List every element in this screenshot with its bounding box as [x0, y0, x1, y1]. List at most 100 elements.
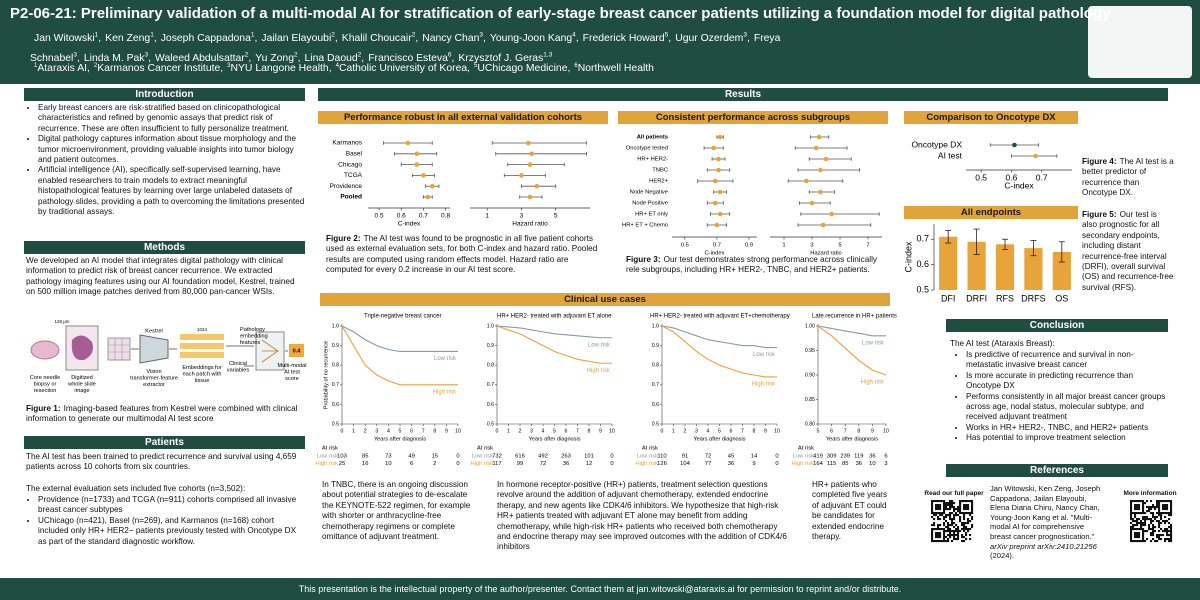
qr-module — [1140, 524, 1143, 527]
row-label: Oncotype DX — [911, 139, 962, 149]
x-tick-label: 3 — [695, 428, 698, 434]
diagram-label: Core needle biopsy or resection — [30, 375, 60, 394]
qr-module — [959, 506, 962, 509]
qr-label: Read our full paper — [924, 490, 984, 497]
qr-module — [1130, 534, 1133, 537]
caption-text: The AI test is a better predictor of rec… — [1082, 157, 1174, 198]
affiliation-name: NYU Langone Health — [230, 63, 329, 75]
qr-module — [1170, 512, 1173, 515]
patch-grid-lines — [108, 338, 130, 360]
point-estimate — [527, 194, 533, 200]
qr-module — [1168, 526, 1171, 529]
x-tick-label: 1 — [672, 428, 675, 434]
qr-module — [1162, 500, 1165, 503]
author-affiliation: 1 — [150, 32, 154, 39]
qr-module — [947, 526, 950, 529]
qr-module — [957, 534, 960, 537]
qr-module — [1160, 512, 1163, 515]
author: Krzysztof J. Geras1,3 — [454, 51, 553, 63]
affiliation-number: 4 — [335, 63, 339, 69]
qr-module — [1136, 532, 1139, 535]
qr-module — [1166, 538, 1169, 541]
qr-module — [1130, 508, 1133, 511]
qr-module — [1152, 538, 1155, 541]
qr-module — [949, 530, 952, 533]
bullet-item: Performs consistently in all major breas… — [966, 392, 1168, 423]
qr-module — [1142, 540, 1145, 543]
qr-module — [969, 500, 972, 503]
at-risk-count: 2 — [433, 461, 436, 467]
qr-module — [963, 500, 966, 503]
qr-module — [1158, 530, 1161, 533]
author-affiliation: 1,3 — [543, 51, 553, 59]
author-name: Linda M. Pak — [83, 52, 145, 64]
qr-module — [1138, 500, 1141, 503]
qr-module — [943, 512, 946, 515]
qr-module — [943, 522, 946, 525]
qr-module — [957, 514, 960, 517]
at-risk-count: 14 — [751, 454, 758, 460]
qr-module — [933, 500, 936, 503]
qr-module — [1142, 528, 1145, 531]
qr-module — [967, 504, 970, 507]
qr-module — [955, 530, 958, 533]
qr-module — [1130, 512, 1133, 515]
legend-label: High risk — [433, 389, 457, 395]
at-risk-row-label: Low risk — [793, 454, 814, 460]
at-risk-count: 12 — [586, 461, 592, 467]
at-risk-count: 91 — [682, 454, 688, 460]
qr-module — [1152, 532, 1155, 535]
x-tick-label: 2 — [519, 428, 522, 434]
x-tick-label: 7 — [844, 428, 847, 434]
qr-module — [1160, 534, 1163, 537]
point-estimate — [716, 167, 721, 173]
qr-module — [1170, 536, 1173, 539]
qr-module — [1130, 518, 1133, 521]
qr-module — [1170, 508, 1173, 511]
qr-module — [931, 504, 934, 507]
qr-module — [947, 540, 950, 543]
at-risk-count: 419 — [813, 454, 823, 460]
qr-module — [957, 506, 960, 509]
qr-module — [953, 532, 956, 535]
qr-module — [951, 524, 954, 527]
qr-module — [1170, 528, 1173, 531]
x-tick-label: 0.8 — [441, 213, 450, 220]
x-axis-label: Years after diagnosis — [693, 436, 745, 442]
qr-module — [1164, 516, 1167, 519]
figure-caption: Figure 5: Our test is also prognostic for… — [1082, 210, 1174, 293]
qr-module — [1150, 506, 1153, 509]
qr-module — [951, 502, 954, 505]
qr-module — [1164, 530, 1167, 533]
qr-module — [935, 508, 938, 511]
x-axis-label: Hazard ratio — [512, 221, 548, 228]
figure-caption: Figure 1: Imaging-based features from Kes… — [26, 404, 305, 425]
qr-module — [1132, 512, 1135, 515]
qr-module — [939, 512, 942, 515]
qr-module — [1148, 528, 1151, 531]
bullet-item: UChicago (n=421), Basel (n=269), and Kar… — [38, 516, 305, 547]
qr-module — [937, 508, 940, 511]
embedding-row — [180, 352, 224, 358]
use-case-text: In TNBC, there is an ongoing discussion … — [322, 480, 471, 542]
qr-module — [965, 538, 968, 541]
author: Joseph Cappadona1 — [157, 32, 258, 44]
point-estimate — [1033, 153, 1038, 159]
qr-label: More information — [1123, 490, 1177, 497]
qr-module — [1140, 526, 1143, 529]
qr-module — [1136, 536, 1139, 539]
qr-module — [1150, 532, 1153, 535]
qr-module — [1134, 528, 1137, 531]
qr-module — [971, 502, 974, 505]
qr-module — [1160, 528, 1163, 531]
qr-module — [941, 500, 944, 503]
qr-module — [935, 540, 938, 543]
author: Yu Zong2 — [251, 51, 300, 63]
qr-module — [1154, 508, 1157, 511]
author-affiliation: 2 — [244, 51, 249, 59]
qr-module — [1158, 504, 1161, 507]
qr-module — [967, 530, 970, 533]
qr-module — [1134, 514, 1137, 517]
qr-module — [963, 516, 966, 519]
